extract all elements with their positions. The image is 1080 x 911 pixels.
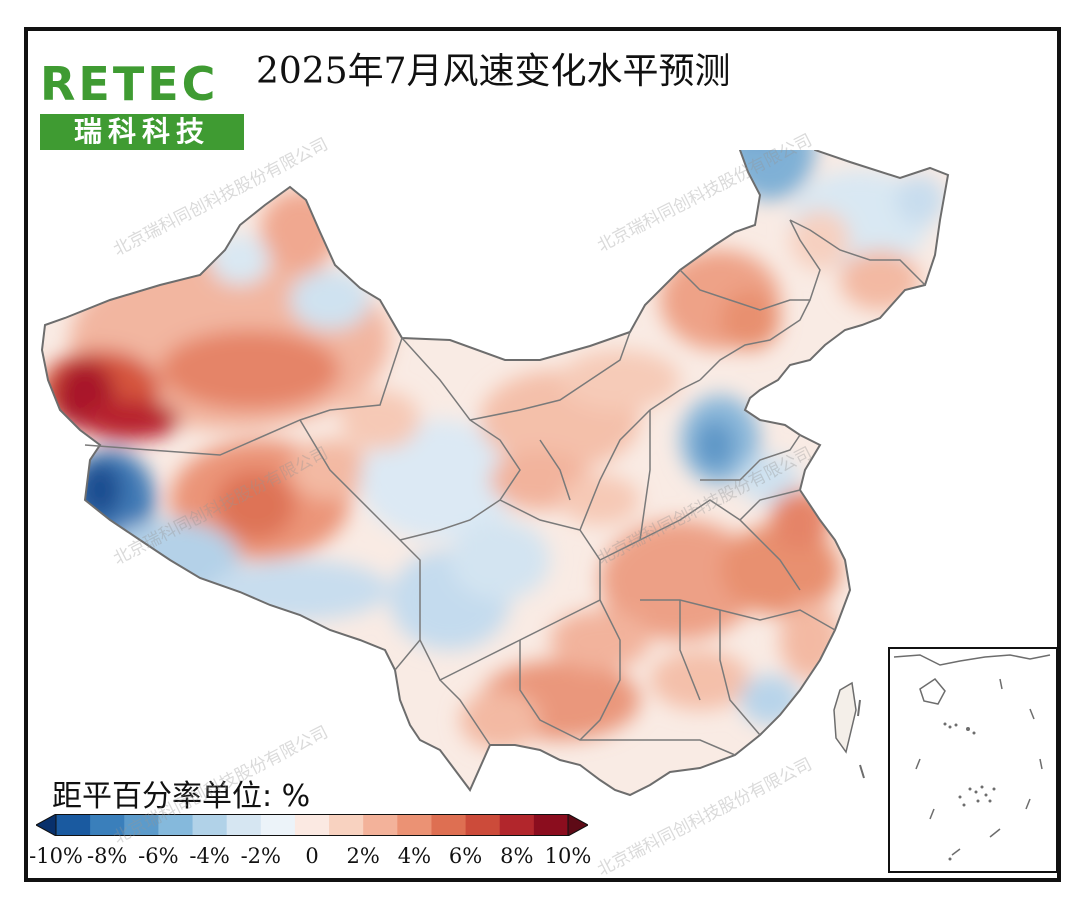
- inset-map: [893, 654, 1051, 861]
- colorbar-segment: [192, 814, 228, 836]
- logo-company-name: 瑞科科技: [40, 114, 244, 150]
- colorbar-segment: [158, 814, 194, 836]
- legend-tick-label: 2%: [346, 844, 380, 868]
- logo-brand: RETEC: [40, 57, 219, 111]
- colorbar-segment: [465, 814, 501, 836]
- colorbar-segment: [363, 814, 398, 836]
- colorbar-segment: [329, 814, 364, 836]
- colorbar-segment: [533, 814, 569, 836]
- legend-ticks: -10% -8% -6% -4% -2% 0 2% 4% 6% 8% 10%: [29, 844, 596, 874]
- south-china-sea-inset: [888, 647, 1058, 873]
- china-wind-anomaly-map: [41, 150, 949, 796]
- legend-tick-label: 10%: [544, 844, 592, 868]
- legend-tick-label: 6%: [448, 844, 483, 868]
- colorbar-segment: [294, 814, 330, 836]
- taiwan-island: [833, 681, 857, 754]
- colorbar-segment: [499, 814, 535, 836]
- colorbar-segment: [124, 814, 159, 836]
- provincial-borders: [84, 219, 926, 756]
- legend-tick-label: -10%: [29, 844, 83, 868]
- legend-unit-label: 距平百分率单位: %: [52, 779, 311, 814]
- colorbar-segment: [226, 814, 262, 836]
- legend-tick-label: -6%: [138, 844, 179, 868]
- colorbar-segment: [397, 814, 432, 836]
- colorbar-segment: [260, 814, 296, 836]
- legend-tick-label: -2%: [240, 844, 282, 868]
- legend-tick-label: 4%: [397, 844, 432, 868]
- legend-colorbar: [36, 814, 588, 836]
- map-title: 2025年7月风速变化水平预测: [256, 51, 731, 92]
- anomaly-field: [42, 150, 948, 795]
- colorbar-segment: [90, 814, 125, 836]
- colorbar-min-arrow: [36, 814, 57, 836]
- legend-tick-label: 0: [305, 844, 319, 868]
- sea-boundary-marks: [857, 699, 865, 779]
- colorbar-segment: [431, 814, 467, 836]
- legend-tick-label: -8%: [86, 844, 128, 868]
- colorbar-segment: [56, 814, 91, 836]
- retec-logo: RETEC 瑞科科技: [40, 58, 244, 150]
- colorbar-max-arrow: [567, 814, 588, 836]
- legend-tick-label: -4%: [189, 844, 230, 868]
- legend-tick-label: 8%: [500, 844, 534, 868]
